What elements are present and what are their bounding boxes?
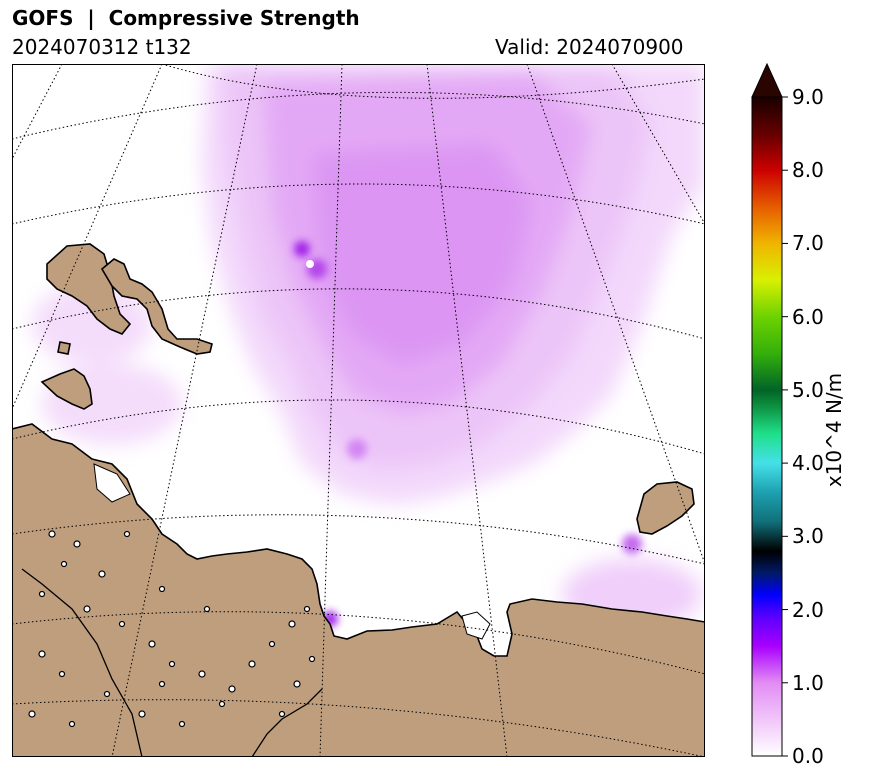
colorbar-tick-label: 1.0 [792,670,824,695]
valid-time-label: Valid: 2024070900 [495,35,684,59]
init-time-label: 2024070312 t132 [12,35,192,59]
colorbar-unit-label: x10^4 N/m [822,372,846,488]
colorbar-tick-label: 7.0 [792,231,824,256]
colorbar-tick-label: 5.0 [792,377,824,402]
ice-gap-marker [306,260,314,268]
colorbar-canvas [751,62,788,757]
river [21,568,143,757]
sea-ice-field [32,64,705,629]
colorbar-tick-label: 9.0 [792,85,824,109]
plot-title: GOFS | Compressive Strength [12,6,360,30]
lakes [28,530,316,728]
archipelago-island [100,258,213,355]
colorbar-tick-label: 4.0 [792,451,824,476]
mainland-landmass [12,423,705,757]
map-border [12,64,705,757]
colorbar-tick-label: 2.0 [792,597,824,622]
colorbar-tick-label: 0.0 [792,744,824,768]
colorbar-tick-label: 8.0 [792,158,824,183]
colorbar-ticks [782,96,788,757]
east-island [636,481,695,535]
archipelago-island [46,243,132,335]
sea-ice-hotspots [294,241,642,627]
mainland-bay [93,463,131,503]
colorbar-tick-label: 3.0 [792,524,824,549]
archipelago-island [40,368,93,410]
river [251,688,323,757]
colorbar-extend-arrow [751,62,783,98]
mainland-bay [461,611,491,640]
colorbar-gradient [751,96,783,757]
colorbar [745,60,869,772]
map-panel [12,64,705,757]
map-graticule [12,64,705,757]
colorbar-tick-label: 6.0 [792,304,824,329]
map-canvas [12,64,705,757]
archipelago-island [57,341,71,355]
